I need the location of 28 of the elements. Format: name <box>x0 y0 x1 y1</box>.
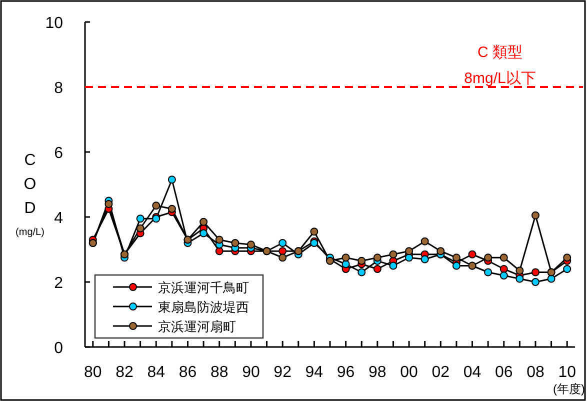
x-tick-label: 88 <box>210 364 228 381</box>
x-tick-label: 84 <box>147 364 166 381</box>
x-tick-label: 00 <box>400 364 418 381</box>
legend-label: 京浜運河扇町 <box>158 319 236 334</box>
ref-line-label: C 類型 8mg/L以下 <box>464 44 536 87</box>
x-tick-label: 08 <box>526 364 544 381</box>
x-tick-label: 96 <box>336 364 355 381</box>
x-tick-label: 92 <box>274 364 292 381</box>
x-tick-label: 04 <box>463 364 482 381</box>
y-tick-label: 4 <box>54 210 64 227</box>
x-tick-label: 90 <box>242 364 260 381</box>
x-tick-label: 98 <box>368 364 386 381</box>
y-tick-label: 10 <box>45 15 64 32</box>
y-tick-label: 2 <box>54 275 64 292</box>
y-tick-label: 6 <box>54 145 64 162</box>
x-tick-label: 86 <box>178 364 197 381</box>
y-tick-label: 8 <box>54 80 64 97</box>
x-tick-label: 02 <box>432 364 450 381</box>
x-tick-label: 10 <box>558 364 576 381</box>
x-tick-label: 82 <box>116 364 134 381</box>
y-tick-label: 0 <box>54 340 64 357</box>
legend-label: 京浜運河千鳥町 <box>158 280 249 295</box>
x-tick-label: 94 <box>305 364 324 381</box>
x-tick-label: 06 <box>494 364 513 381</box>
x-tick-label: 80 <box>84 364 102 381</box>
y-axis-title: COD (mg/L) <box>16 152 44 238</box>
legend-label: 東扇島防波堤西 <box>158 300 249 314</box>
x-axis-title: (年度) <box>553 382 585 396</box>
